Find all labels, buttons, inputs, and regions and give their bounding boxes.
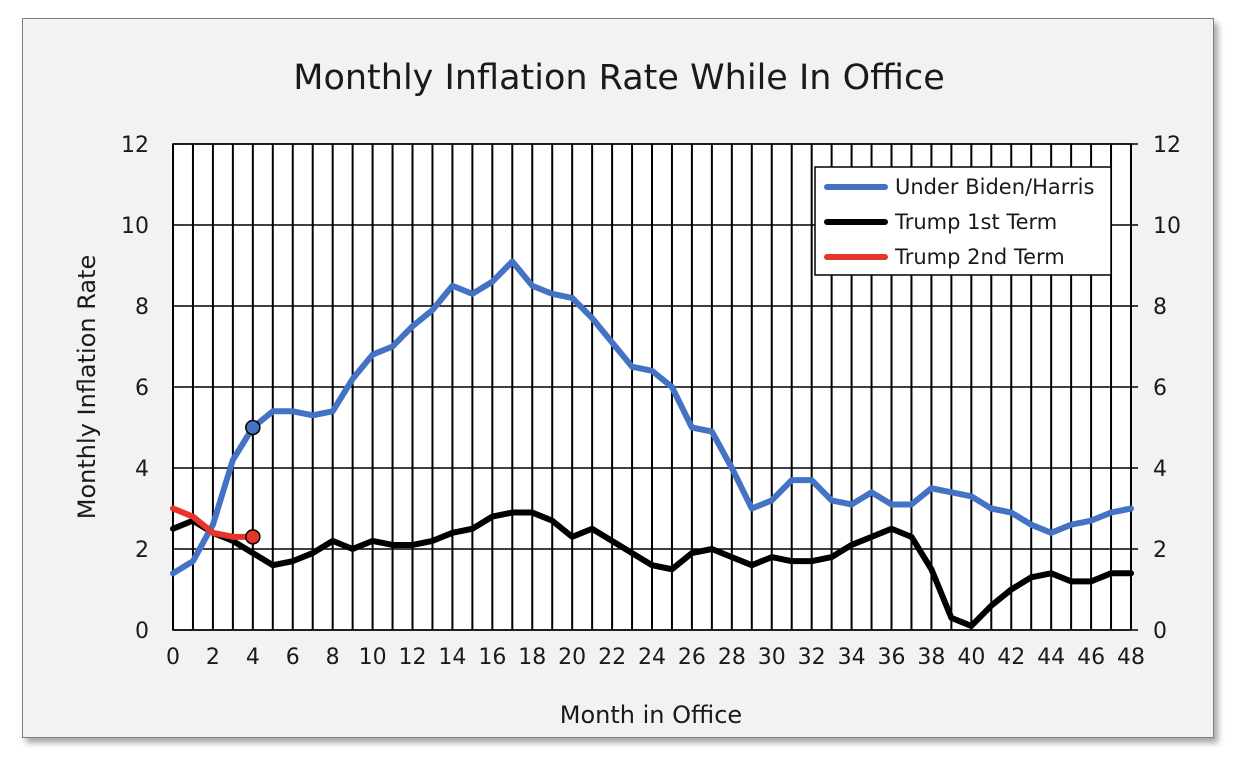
x-tick-label: 30 [758,645,786,670]
x-tick-label: 18 [518,645,546,670]
line-chart: Monthly Inflation Rate While In Office M… [73,58,1181,729]
x-tick-label: 8 [326,645,340,670]
chart-title: Monthly Inflation Rate While In Office [293,58,945,98]
y-tick-label-left: 6 [135,376,149,401]
x-tick-label: 28 [718,645,746,670]
y-tick-label-left: 12 [121,133,149,158]
x-tick-label: 26 [678,645,706,670]
x-tick-label: 0 [166,645,180,670]
y-tick-label-left: 0 [135,619,149,644]
legend-label: Trump 2nd Term [894,245,1065,269]
y-tick-label-right: 0 [1153,619,1167,644]
series-line [170,258,1134,577]
legend: Under Biden/Harris Trump 1st Term Trump 2n… [814,166,1112,276]
y-axis-label: Monthly Inflation Rate [73,255,101,519]
y-tick-label-right: 8 [1153,295,1167,320]
y-tick-label-left: 10 [121,214,149,239]
series-marker [245,419,261,436]
x-tick-label: 6 [286,645,300,670]
x-tick-label: 4 [246,645,260,670]
x-tick-label: 46 [1077,645,1105,670]
x-tick-label: 14 [438,645,466,670]
y-tick-label-right: 6 [1153,376,1167,401]
x-tick-label: 36 [878,645,906,670]
x-tick-label: 48 [1117,645,1145,670]
legend-label: Under Biden/Harris [895,175,1094,199]
x-tick-label: 32 [798,645,826,670]
y-tick-label-right: 12 [1153,133,1181,158]
y-tick-label-right: 2 [1153,538,1167,563]
x-tick-label: 16 [478,645,506,670]
x-tick-label: 42 [997,645,1025,670]
y-tick-label-left: 4 [135,457,149,482]
x-tick-label: 2 [206,645,220,670]
x-tick-label: 20 [558,645,586,670]
x-tick-label: 24 [638,645,666,670]
series-line [170,505,256,540]
y-tick-label-right: 10 [1153,214,1181,239]
y-tick-label-left: 2 [135,538,149,563]
chart-frame: Monthly Inflation Rate While In Office M… [22,18,1214,738]
series-line [170,509,1134,629]
y-tick-label-left: 8 [135,295,149,320]
x-tick-label: 10 [359,645,387,670]
x-tick-label: 44 [1037,645,1065,670]
series-lines [170,258,1134,629]
legend-label: Trump 1st Term [894,210,1057,234]
x-tick-label: 34 [838,645,866,670]
x-tick-label: 22 [598,645,626,670]
x-tick-label: 38 [917,645,945,670]
tick-labels: 0 2 4 6 8 10 12 14 16 18 20 22 24 26 28 30 32 34 36 38 40 42 4… [121,133,1181,670]
y-tick-label-right: 4 [1153,457,1167,482]
x-tick-label: 12 [399,645,427,670]
x-axis-label: Month in Office [560,701,742,729]
series-marker [245,529,261,545]
x-tick-label: 40 [957,645,985,670]
